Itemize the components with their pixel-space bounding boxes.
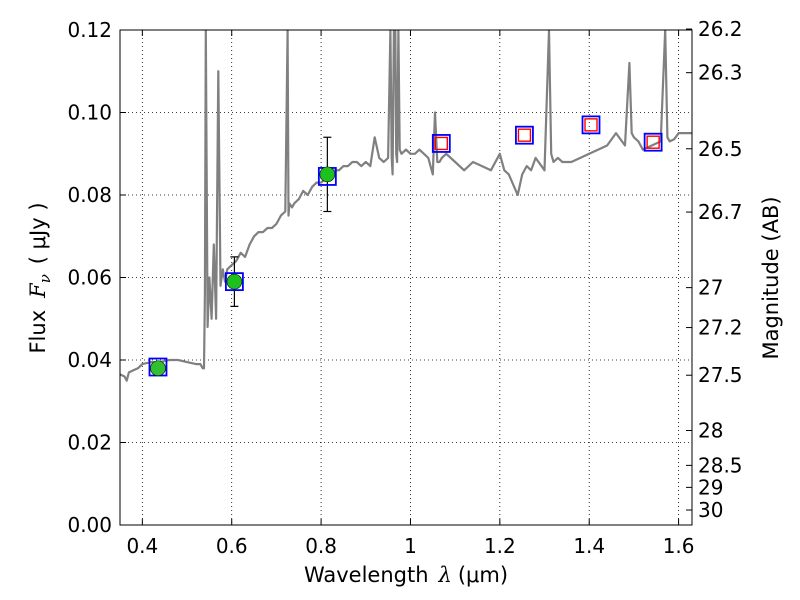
y2-tick-label: 26.5 [698,137,743,161]
x-tick-label: 1.4 [573,534,605,558]
y-axis-label: Flux Fν ( μJy ) [26,202,54,353]
x-tick-label: 1.6 [663,534,695,558]
y2-tick-label: 29 [698,475,723,499]
y-tick-label: 0.06 [67,266,112,290]
y-axis-label-unit: ( μJy ) [26,202,50,264]
y2-axis-label: Magnitude (AB) [759,196,783,359]
x-axis-label-symbol: λ [438,563,452,587]
x-tick-label: 0.6 [216,534,248,558]
y2-tick-label: 28.5 [698,453,743,477]
y2-tick-label: 27.5 [698,363,743,387]
y-axis-label-symbol: F [26,282,50,299]
y2-tick-label: 27 [698,276,723,300]
grid [120,30,692,525]
ticks: 0.4 0.6 0.8 1 1.2 1.4 1.6 0.00 0.02 0.04 0.06 0.08 0… [67,17,742,558]
y-axis-label-subscript: ν [36,274,54,283]
model-flux-box [643,132,663,152]
x-tick-label: 0.4 [126,534,158,558]
y-tick-label: 0.00 [67,513,112,537]
x-tick-label: 0.8 [305,534,337,558]
spectrum-line [120,30,692,382]
x-axis-label-text: Wavelength [304,563,429,587]
upper-limit-marker [517,128,532,142]
x-axis-label: Wavelength λ (μm) [304,563,508,587]
model-flux-box [431,134,451,153]
y-tick-label: 0.04 [67,348,112,372]
upper-limit-marker [646,135,660,149]
series-layer [120,30,692,382]
x-tick-label: 1.2 [484,534,516,558]
upper-limit-marker [584,118,598,132]
model-flux-box [581,115,601,135]
y-tick-label: 0.12 [67,18,112,42]
model-flux-box [515,125,534,145]
y-tick-label: 0.02 [67,431,112,455]
observed-flux-point [226,273,243,290]
y2-tick-label: 26.3 [698,61,743,85]
y2-tick-label: 26.7 [698,200,743,224]
observed-flux-point [319,166,336,183]
x-tick-label: 1 [404,534,417,558]
y-tick-label: 0.08 [67,183,112,207]
observed-flux-point [150,360,166,377]
upper-limit-marker [434,136,449,151]
y2-tick-label: 30 [698,498,723,522]
y-tick-label: 0.10 [67,101,112,125]
model-flux-box [224,272,244,292]
y2-tick-label: 26.2 [698,17,743,41]
y2-tick-label: 27.2 [698,316,743,340]
y2-tick-label: 28 [698,418,723,442]
marker-layer [148,115,663,377]
x-axis-label-unit: (μm) [458,563,508,587]
y-axis-label-text: Flux [26,310,50,354]
